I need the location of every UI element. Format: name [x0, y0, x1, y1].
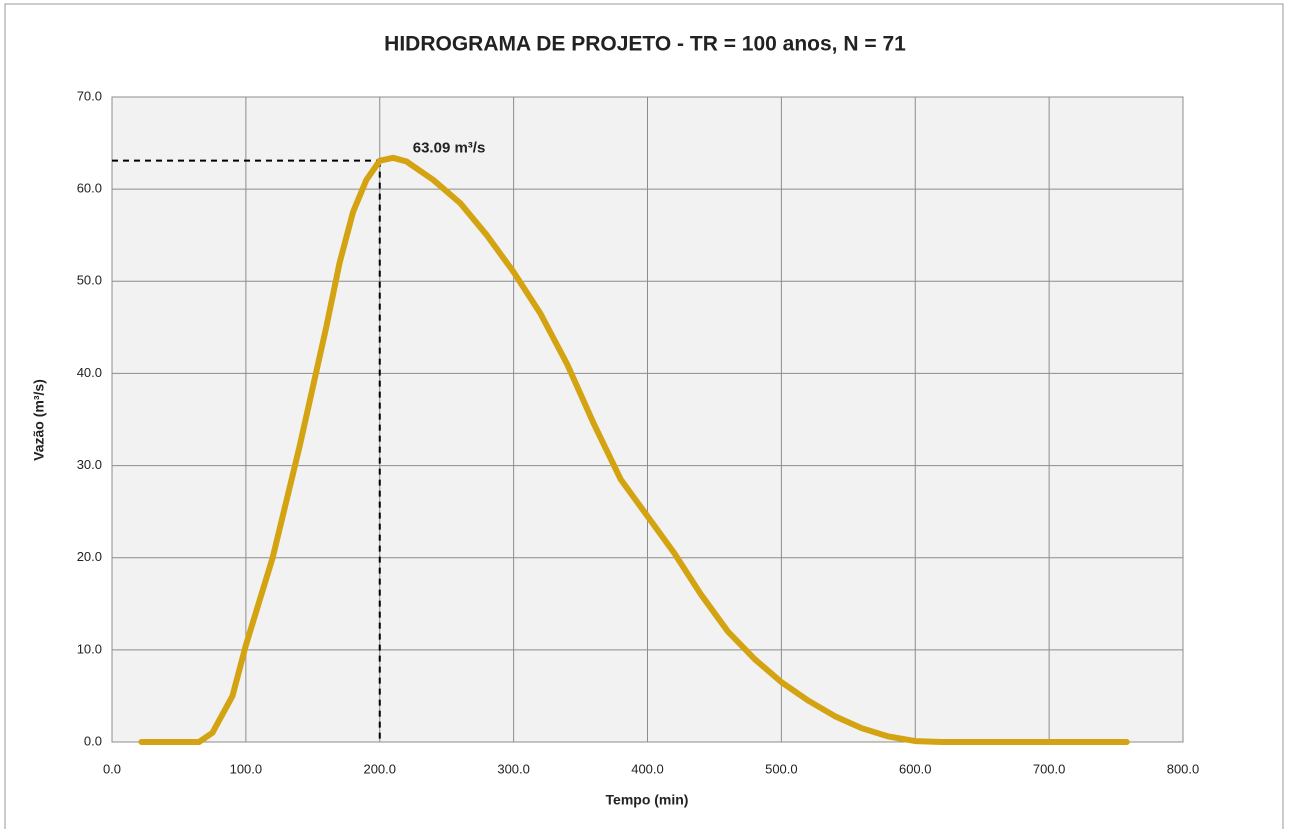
- chart-title: HIDROGRAMA DE PROJETO - TR = 100 anos, N…: [384, 33, 906, 56]
- y-tick-label: 30.0: [77, 457, 102, 472]
- y-tick-label: 70.0: [77, 88, 102, 103]
- y-tick-label: 10.0: [77, 641, 102, 656]
- x-tick-label: 800.0: [1167, 761, 1200, 776]
- x-tick-label: 600.0: [899, 761, 932, 776]
- x-axis-label: Tempo (min): [606, 792, 689, 808]
- x-tick-label: 100.0: [230, 761, 263, 776]
- y-axis-label: Vazão (m³/s): [31, 379, 47, 461]
- y-tick-label: 0.0: [84, 733, 102, 748]
- x-tick-label: 500.0: [765, 761, 798, 776]
- x-tick-label: 700.0: [1033, 761, 1066, 776]
- peak-annotation: 63.09 m³/s: [413, 140, 486, 157]
- line-series: [138, 154, 1130, 745]
- y-tick-label: 40.0: [77, 365, 102, 380]
- y-tick-label: 60.0: [77, 181, 102, 196]
- y-tick-label: 20.0: [77, 549, 102, 564]
- x-tick-label: 300.0: [497, 761, 530, 776]
- x-tick-label: 400.0: [631, 761, 664, 776]
- x-tick-label: 0.0: [103, 761, 121, 776]
- x-tick-label: 200.0: [363, 761, 396, 776]
- y-tick-label: 50.0: [77, 273, 102, 288]
